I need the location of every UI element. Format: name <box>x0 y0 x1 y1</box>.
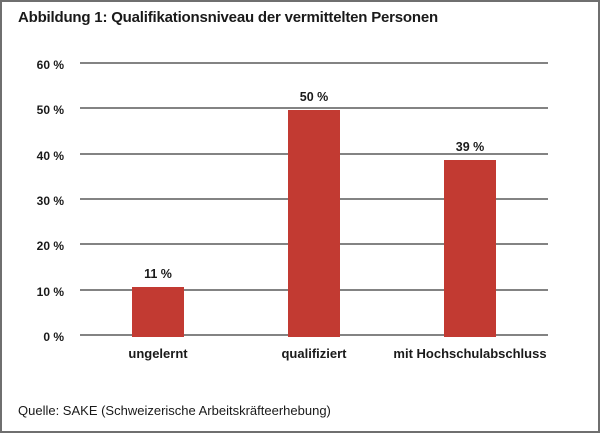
x-axis-label: ungelernt <box>128 346 188 361</box>
bar-ungelernt <box>131 287 184 337</box>
y-tick-label-10: 10 % <box>36 284 64 299</box>
bar-qualifiziert <box>288 110 340 337</box>
y-tick-label-60: 60 % <box>36 58 64 72</box>
figure-title: Abbildung 1: Qualifikationsniveau der ve… <box>18 9 438 26</box>
gridline-60 <box>80 62 548 64</box>
y-tick-label-30: 30 % <box>36 194 64 208</box>
value-label: 39 % <box>455 140 485 155</box>
y-tick-label-50: 50 % <box>36 103 64 118</box>
value-label: 11 % <box>144 267 172 282</box>
gridline-50 <box>80 107 548 110</box>
y-tick-label-40: 40 % <box>36 148 64 163</box>
x-axis-label: mit Hochschulabschluss <box>393 346 547 361</box>
bar-chart-plot-area: 11 % 50 % 39 % <box>80 62 548 337</box>
y-tick-label-0: 0 % <box>43 330 64 344</box>
y-tick-label-20: 20 % <box>36 239 64 254</box>
source-caption: Quelle: SAKE (Schweizerische Arbeitskräf… <box>18 403 331 418</box>
x-axis-label: qualifiziert <box>281 346 347 361</box>
bar-mit-Hochschulabschluss <box>444 160 496 337</box>
value-label: 50 % <box>299 90 329 105</box>
